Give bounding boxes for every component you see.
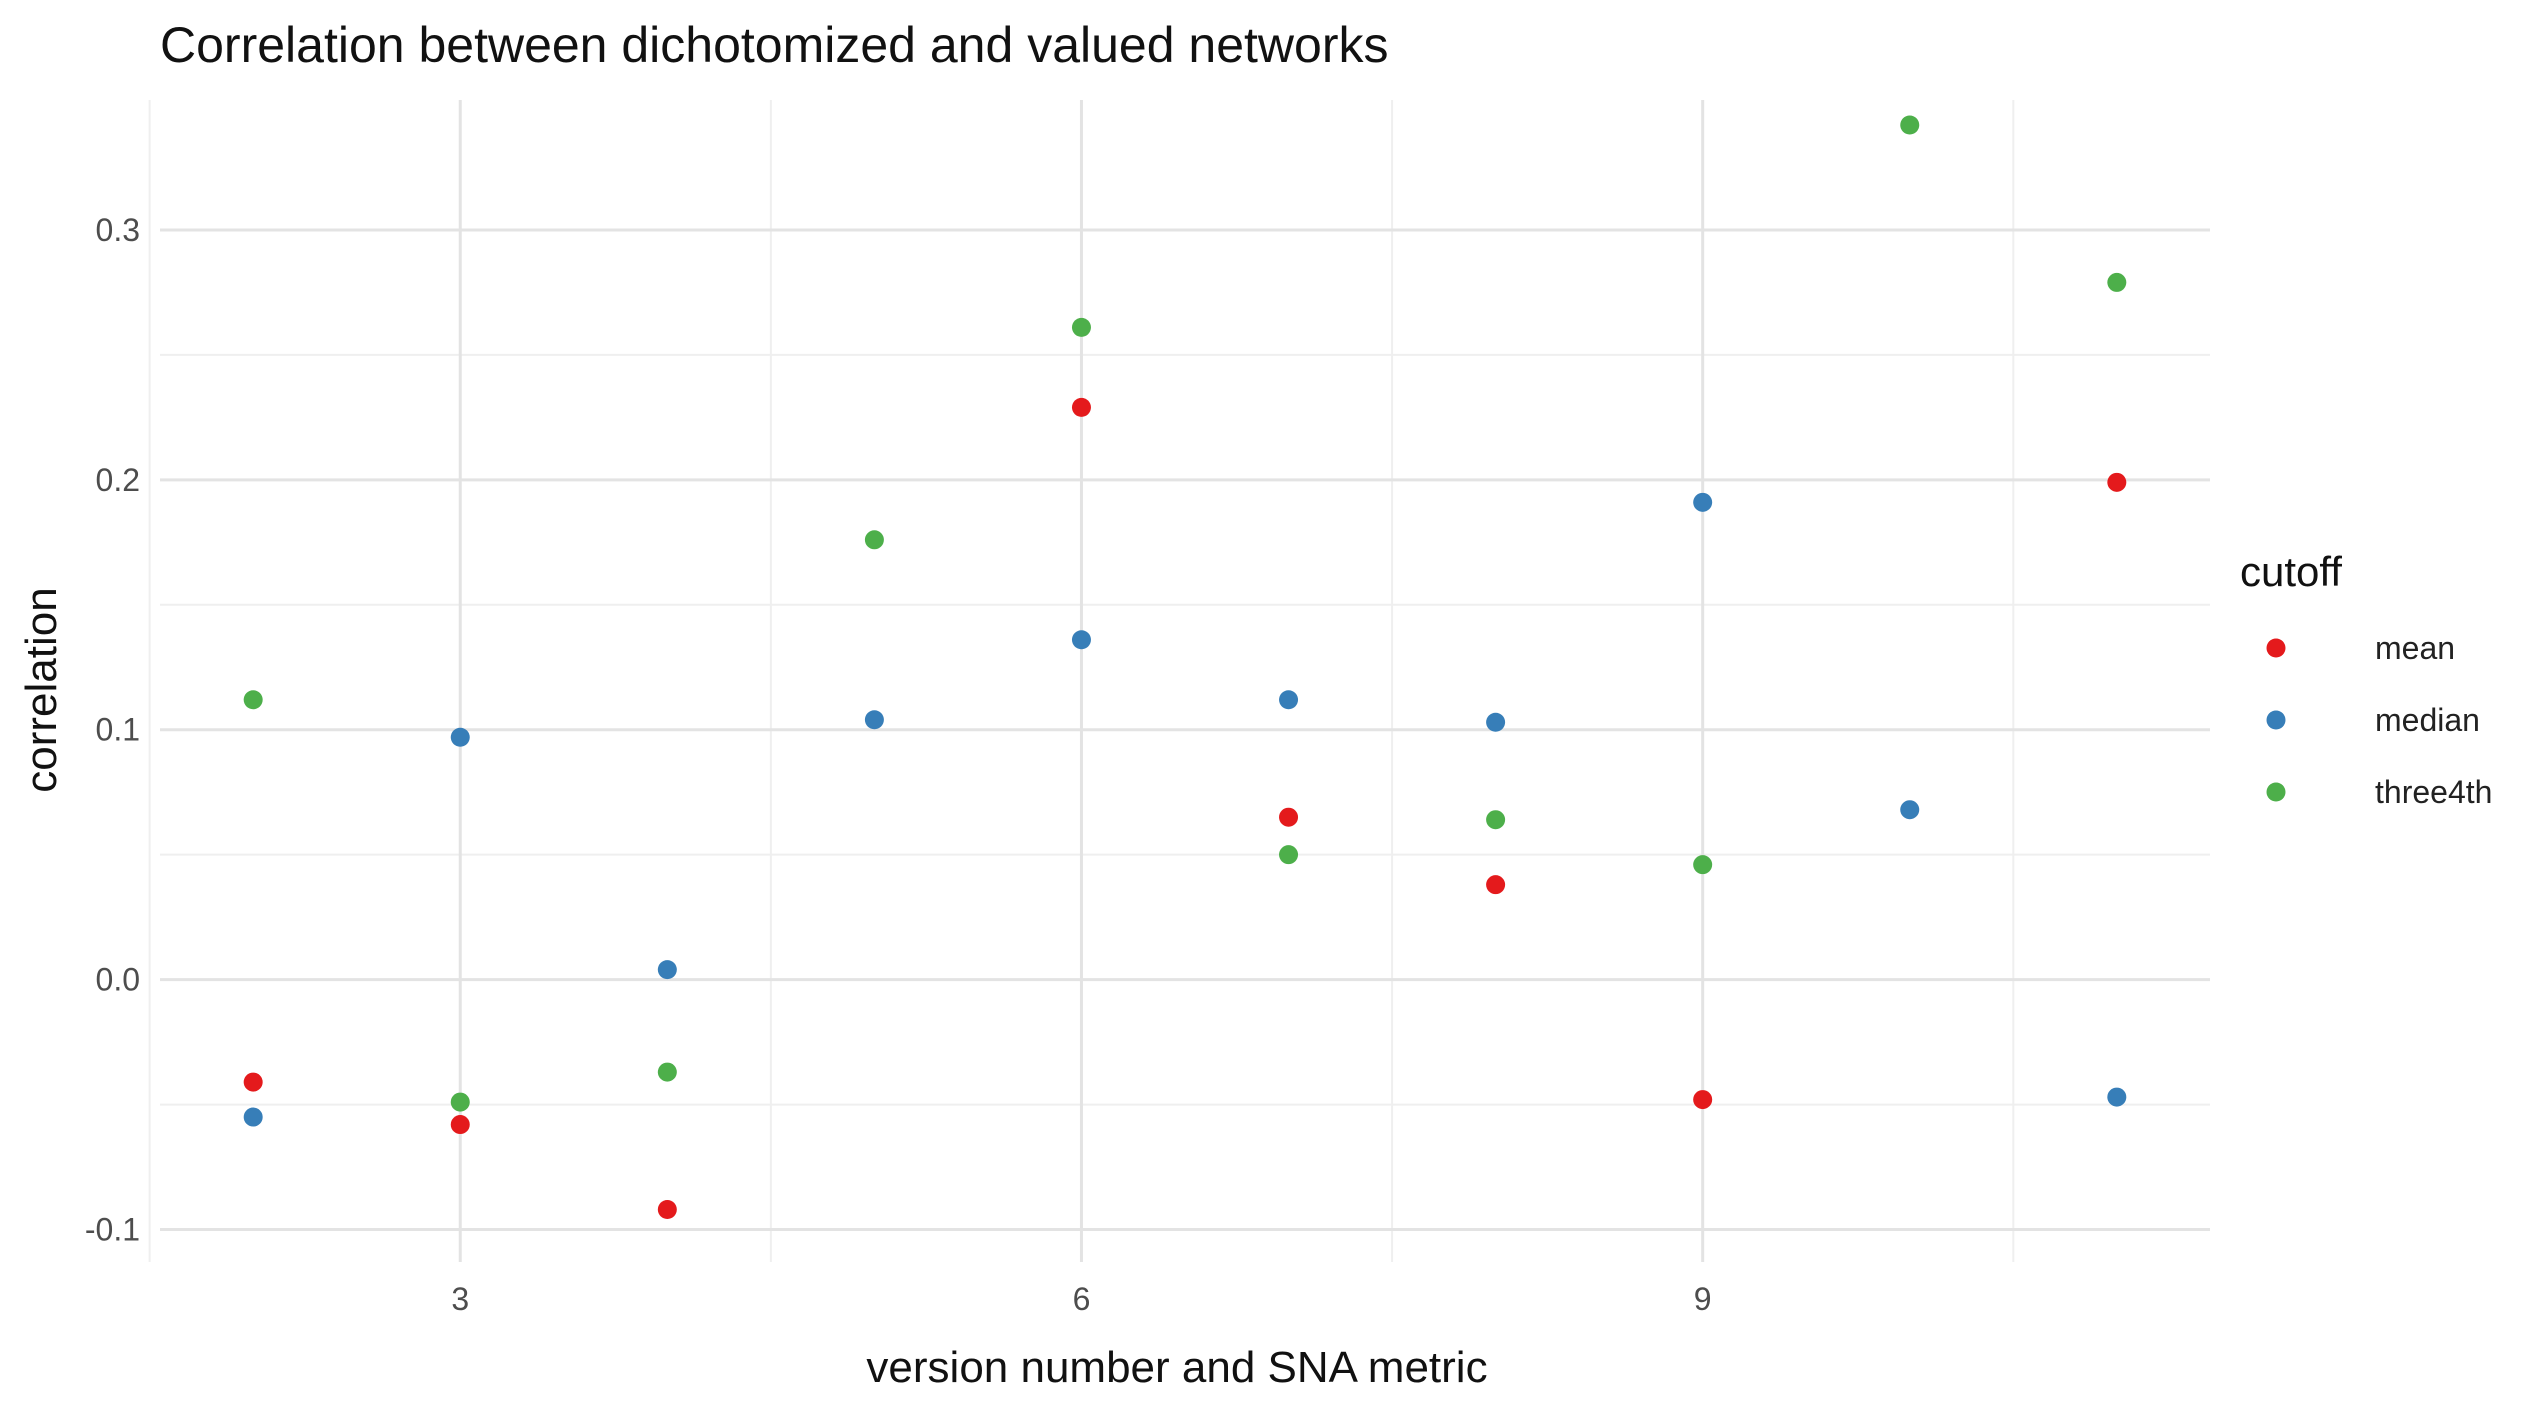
chart-title: Correlation between dichotomized and val… (160, 17, 1389, 73)
point-median (1900, 800, 1920, 820)
legend: cutoff mean median three4th (2240, 548, 2492, 810)
y-tick-label: -0.1 (85, 1212, 140, 1248)
point-median (1486, 712, 1506, 732)
point-three4th (864, 530, 884, 550)
point-mean (1486, 875, 1506, 895)
point-three4th (2107, 272, 2127, 292)
point-three4th (1071, 317, 1091, 337)
point-mean (657, 1200, 677, 1220)
legend-label-mean: mean (2375, 630, 2455, 666)
x-axis-title: version number and SNA metric (866, 1343, 1487, 1392)
point-median (450, 727, 470, 747)
y-tick-label: 0.1 (96, 712, 140, 748)
x-tick-label: 9 (1694, 1281, 1712, 1317)
legend-key-three4th (2266, 782, 2286, 802)
point-three4th (657, 1062, 677, 1082)
point-three4th (1693, 855, 1713, 875)
point-mean (450, 1115, 470, 1135)
point-mean (2107, 472, 2127, 492)
grid-lines (148, 100, 2210, 1262)
legend-title: cutoff (2240, 548, 2342, 595)
series-median (243, 492, 2127, 1127)
point-three4th (1486, 810, 1506, 830)
legend-label-three4th: three4th (2375, 774, 2492, 810)
point-three4th (1900, 115, 1920, 135)
point-three4th (1279, 845, 1299, 865)
x-tick-label: 3 (451, 1281, 469, 1317)
x-tick-label: 6 (1073, 1281, 1091, 1317)
point-mean (1693, 1090, 1713, 1110)
y-tick-label: 0.3 (96, 212, 140, 248)
y-tick-label: 0.0 (96, 962, 140, 998)
data-points (243, 115, 2127, 1220)
point-median (1279, 690, 1299, 710)
point-three4th (450, 1092, 470, 1112)
point-median (657, 960, 677, 980)
point-median (864, 710, 884, 730)
y-tick-label: 0.2 (96, 462, 140, 498)
point-mean (1071, 397, 1091, 417)
point-median (2107, 1087, 2127, 1107)
legend-label-median: median (2375, 702, 2480, 738)
point-median (243, 1107, 263, 1127)
series-three4th (243, 115, 2127, 1112)
point-median (1071, 630, 1091, 650)
series-mean (243, 397, 2127, 1220)
legend-key-mean (2266, 638, 2286, 658)
point-mean (1279, 807, 1299, 827)
legend-items: mean median three4th (2266, 630, 2492, 810)
tick-labels: -0.1 0.0 0.1 0.2 0.3 3 6 9 (85, 212, 1712, 1317)
point-three4th (243, 690, 263, 710)
point-mean (243, 1072, 263, 1092)
y-axis-title: correlation (17, 587, 66, 792)
point-median (1693, 492, 1713, 512)
legend-key-median (2266, 710, 2286, 730)
